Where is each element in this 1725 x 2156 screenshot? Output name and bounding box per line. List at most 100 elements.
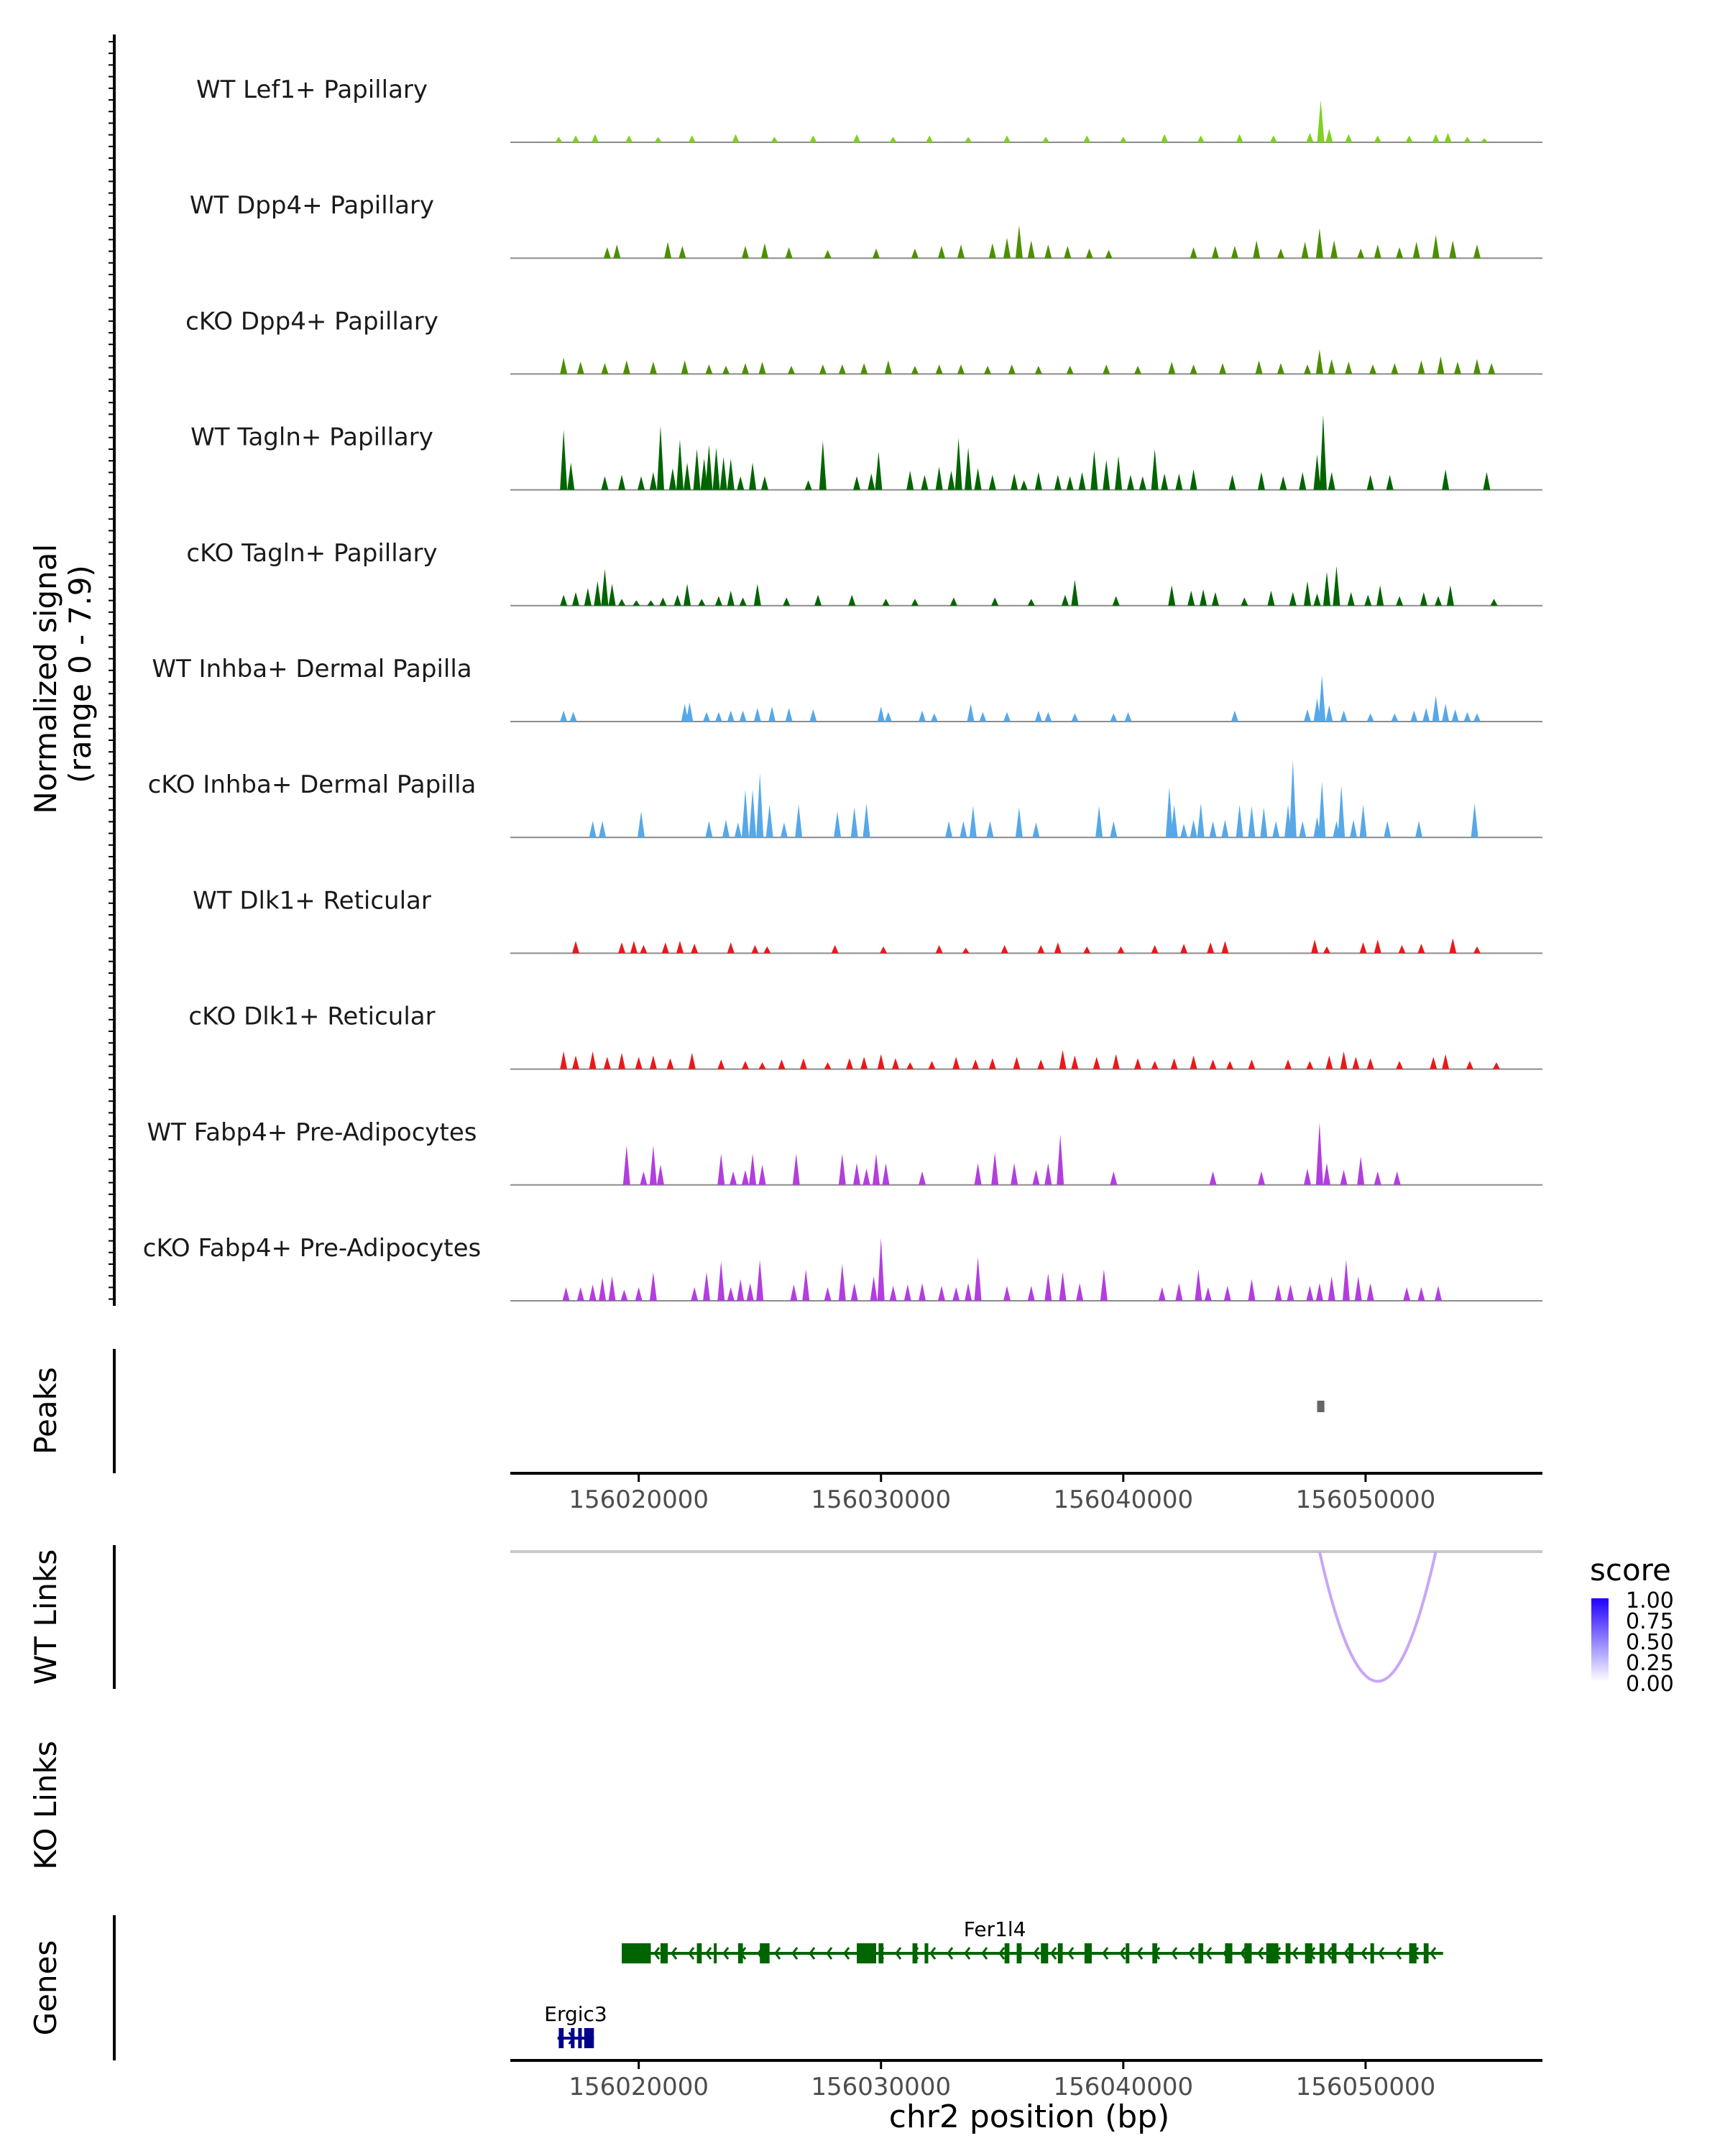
strand-arrow [1240,1947,1247,1960]
signal-peak [1092,1056,1100,1069]
track-label: WT Lef1+ Papillary [196,75,428,104]
signal-peak [1466,1061,1473,1069]
gene-exon [1198,1943,1204,1963]
signal-peak [732,134,740,142]
track-4: WT Tagln+ Papillary [190,415,1542,491]
signal-peak [1003,237,1011,259]
signal-peak [1446,585,1454,606]
signal-peak [1027,1286,1035,1301]
signal-peak [838,1263,846,1301]
signal-peak [1330,240,1338,259]
signal-peak [1405,135,1413,142]
track-2: WT Dpp4+ Papillary [190,191,1542,259]
signal-peak [1490,599,1498,606]
signal-peak [799,1058,807,1069]
signal-peak [1338,786,1346,838]
signal-peak [1112,1054,1120,1069]
signal-peak [1352,1056,1360,1069]
signal-peak [601,476,609,490]
signal-peak [938,1286,946,1301]
genes-x-axis: 156020000 156030000 156040000 156050000 [510,2059,1542,2101]
signal-peak [749,462,757,490]
signal-peak [620,1289,628,1301]
gene-exon [578,2028,582,2048]
signal-peak [717,1153,725,1185]
strand-arrow [653,1947,661,1960]
gene-exon [1016,1943,1022,1963]
signal-peak [1230,710,1238,722]
x-tick-label: 156030000 [811,1485,951,1514]
signal-peak [1435,596,1443,606]
signal-peak [1366,1283,1374,1301]
signal-peak [1299,821,1307,838]
signal-peak [1347,591,1355,606]
signal-peak [853,134,861,142]
signal-peak [1003,135,1011,142]
strand-arrow [1171,1947,1178,1960]
signal-peak [838,364,846,374]
signal-peak [1175,473,1183,490]
signal-peak [765,804,773,838]
strand-arrow [722,1947,730,1960]
signal-peak [1066,476,1074,490]
signal-peak [589,1051,597,1069]
signal-peak [691,944,699,954]
signal-peak [1304,364,1312,374]
track-1: WT Lef1+ Papillary [196,75,1542,143]
signal-peak [661,942,669,954]
signal-peak [638,811,645,838]
strand-arrow [791,1947,799,1960]
signal-peak [819,364,827,374]
gene-exon [1370,1943,1374,1963]
signal-peak [572,941,580,954]
gene-exon [1004,1943,1010,1963]
signal-peak [1110,713,1118,722]
signal-peak [1322,571,1330,606]
signal-peak [638,476,645,490]
signal-peak [1444,132,1452,142]
signal-peak [1219,363,1227,374]
signal-peak [1066,366,1074,374]
signal-peak [1340,710,1348,722]
signal-peak [727,458,735,490]
signal-peak [1412,241,1420,259]
signal-peak [734,822,742,838]
signal-peak [788,366,796,374]
signal-peak [576,1287,584,1301]
gene-fer1l4: Fer1l4 [622,1917,1443,1963]
signal-peak [1204,1287,1212,1301]
signal-peak [560,430,568,490]
signal-peak [688,135,696,142]
strand-arrow [998,1947,1006,1960]
strand-arrow [1188,1947,1195,1960]
strand-arrow [671,1947,678,1960]
signal-peak [962,947,970,954]
score-legend: score 1.00 0.75 0.50 0.25 0.00 [1590,1552,1674,1697]
signal-peak [1374,135,1381,142]
signal-peak [1103,364,1110,374]
signal-peak [1473,244,1481,259]
signal-peak [746,1283,754,1301]
signal-peak [719,457,727,490]
signal-peak [737,476,745,490]
gene-exon [660,1943,668,1963]
signal-peak [1403,1287,1411,1301]
signal-peak [1241,597,1248,606]
signal-peak [1090,450,1098,490]
signal-peak [599,1277,607,1301]
signal-peak [1432,134,1440,142]
signal-peak [957,364,965,374]
signal-peak [1306,132,1314,142]
signal-peak [703,711,711,722]
signal-peak [741,1061,749,1069]
signal-peak [1483,471,1491,490]
signal-peak [1138,476,1146,490]
signal-peak [1396,247,1404,259]
signal-peak [882,599,890,606]
signal-peak [1454,361,1462,374]
signal-peak [1473,946,1481,954]
signal-peak [1437,356,1445,374]
signal-peak [824,1287,832,1301]
signal-peak [1037,945,1045,954]
signal-peak [727,710,735,722]
